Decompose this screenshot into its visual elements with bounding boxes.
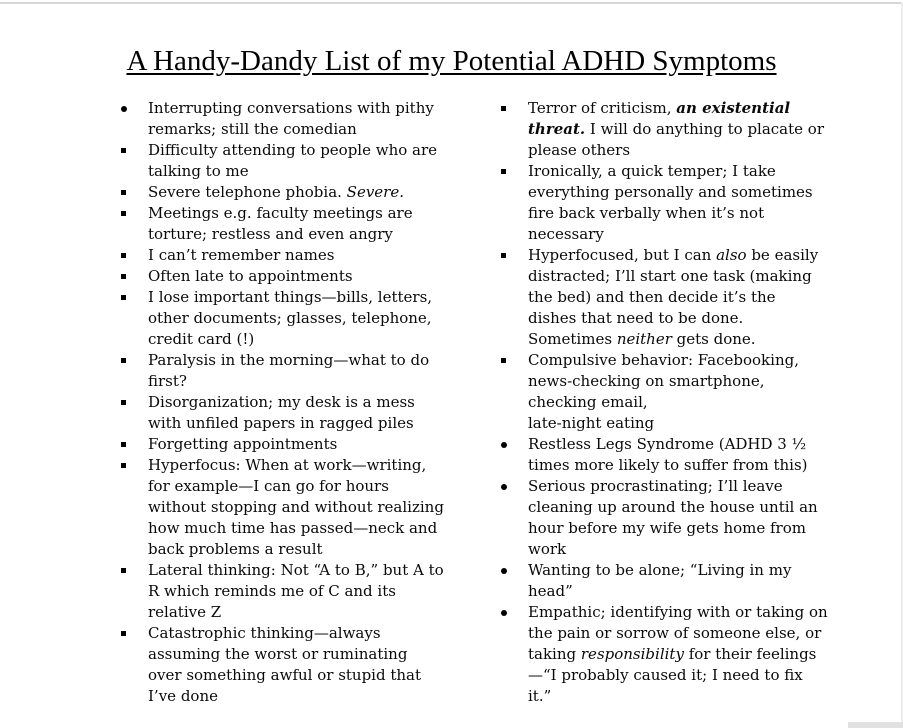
- bullet-cell: [121, 392, 148, 405]
- list-item: I can’t remember names: [121, 245, 444, 266]
- bullet-square-icon: [501, 106, 506, 111]
- bullet-square-icon: [121, 295, 126, 300]
- list-item: Hyperfocused, but I can also be easily d…: [501, 245, 828, 350]
- list-item-text: Disorganization; my desk is a mess with …: [148, 393, 420, 432]
- bullet-disc-icon: [501, 442, 507, 448]
- bullet-cell: [501, 98, 528, 111]
- bullet-cell: [501, 434, 528, 448]
- bullet-cell: [121, 350, 148, 363]
- bullet-cell: [121, 287, 148, 300]
- bullet-cell: [501, 476, 528, 490]
- list-item-text: Hyperfocus: When at work—writing, for ex…: [148, 456, 449, 558]
- bullet-cell: [121, 203, 148, 216]
- list-item-text: Lateral thinking: Not “A to B,” but A to…: [148, 561, 449, 621]
- bullet-cell: [501, 161, 528, 174]
- bullet-square-icon: [121, 568, 126, 573]
- list-item: I lose important things—bills, letters, …: [121, 287, 444, 350]
- bullet-cell: [121, 560, 148, 573]
- bullet-cell: [121, 182, 148, 195]
- page-right-border: [901, 2, 903, 728]
- list-item-text: Empathic; identifying with or taking on …: [528, 603, 833, 705]
- list-item: Paralysis in the morning—what to do firs…: [121, 350, 444, 392]
- list-item-text: Meetings e.g. faculty meetings are tortu…: [148, 204, 418, 243]
- list-item: Hyperfocus: When at work—writing, for ex…: [121, 455, 444, 560]
- bullet-square-icon: [121, 211, 126, 216]
- bullet-cell: [121, 266, 148, 279]
- list-item-text: Difficulty attending to people who are t…: [148, 141, 442, 180]
- symptom-list-left-column: Interrupting conversations with pithy re…: [121, 98, 444, 707]
- bullet-square-icon: [121, 400, 126, 405]
- bullet-cell: [121, 98, 148, 112]
- list-item: Empathic; identifying with or taking on …: [501, 602, 828, 707]
- list-item-text: Interrupting conversations with pithy re…: [148, 99, 439, 138]
- bullet-square-icon: [501, 253, 506, 258]
- list-item: Forgetting appointments: [121, 434, 444, 455]
- bullet-cell: [501, 560, 528, 574]
- list-item-text: Forgetting appointments: [148, 435, 338, 453]
- list-item: Restless Legs Syndrome (ADHD 3 ½ times m…: [501, 434, 828, 476]
- list-item-text: Catastrophic thinking—always assuming th…: [148, 624, 426, 705]
- bullet-disc-icon: [501, 568, 507, 574]
- horizontal-scrollbar[interactable]: [848, 722, 903, 728]
- bullet-square-icon: [121, 148, 126, 153]
- list-item-text: I can’t remember names: [148, 246, 335, 264]
- list-item: Interrupting conversations with pithy re…: [121, 98, 444, 140]
- bullet-square-icon: [121, 358, 126, 363]
- list-item: Lateral thinking: Not “A to B,” but A to…: [121, 560, 444, 623]
- list-item: Terror of criticism, an existential thre…: [501, 98, 828, 161]
- list-item: Catastrophic thinking—always assuming th…: [121, 623, 444, 707]
- bullet-disc-icon: [501, 610, 507, 616]
- list-item: Difficulty attending to people who are t…: [121, 140, 444, 182]
- list-item-text: Often late to appointments: [148, 267, 353, 285]
- list-item: Severe telephone phobia. Severe.: [121, 182, 444, 203]
- list-item-text: Paralysis in the morning—what to do firs…: [148, 351, 434, 390]
- list-item-text: Terror of criticism, an existential thre…: [528, 99, 829, 159]
- bullet-square-icon: [121, 190, 126, 195]
- list-item: Serious procrastinating; I’ll leave clea…: [501, 476, 828, 560]
- list-item: Often late to appointments: [121, 266, 444, 287]
- bullet-cell: [121, 623, 148, 636]
- list-item-text: I lose important things—bills, letters, …: [148, 288, 437, 348]
- bullet-cell: [501, 350, 528, 363]
- list-item: Compulsive behavior: Facebooking, news-c…: [501, 350, 828, 434]
- bullet-cell: [501, 245, 528, 258]
- list-item: Disorganization; my desk is a mess with …: [121, 392, 444, 434]
- list-item: Ironically, a quick temper; I take every…: [501, 161, 828, 245]
- list-item-text: Ironically, a quick temper; I take every…: [528, 162, 818, 243]
- list-item-text: Serious procrastinating; I’ll leave clea…: [528, 477, 823, 558]
- list-item-text: Wanting to be alone; “Living in my head”: [528, 561, 797, 600]
- bullet-cell: [121, 245, 148, 258]
- bullet-square-icon: [121, 274, 126, 279]
- list-item-text: Restless Legs Syndrome (ADHD 3 ½ times m…: [528, 435, 811, 474]
- list-item-text: Hyperfocused, but I can also be easily d…: [528, 246, 823, 348]
- bullet-disc-icon: [501, 484, 507, 490]
- bullet-square-icon: [121, 631, 126, 636]
- list-item: Wanting to be alone; “Living in my head”: [501, 560, 828, 602]
- page-title: A Handy-Dandy List of my Potential ADHD …: [126, 45, 777, 78]
- bullet-square-icon: [121, 253, 126, 258]
- bullet-disc-icon: [121, 106, 127, 112]
- list-item-text: Compulsive behavior: Facebooking, news-c…: [528, 351, 799, 432]
- bullet-cell: [121, 455, 148, 468]
- bullet-cell: [121, 140, 148, 153]
- bullet-square-icon: [501, 358, 506, 363]
- list-item-text: Severe telephone phobia. Severe.: [148, 183, 404, 201]
- symptom-list-right-column: Terror of criticism, an existential thre…: [501, 98, 828, 707]
- bullet-square-icon: [121, 463, 126, 468]
- page-top-border: [0, 2, 903, 4]
- bullet-square-icon: [501, 169, 506, 174]
- bullet-square-icon: [121, 442, 126, 447]
- bullet-cell: [121, 434, 148, 447]
- list-item: Meetings e.g. faculty meetings are tortu…: [121, 203, 444, 245]
- bullet-cell: [501, 602, 528, 616]
